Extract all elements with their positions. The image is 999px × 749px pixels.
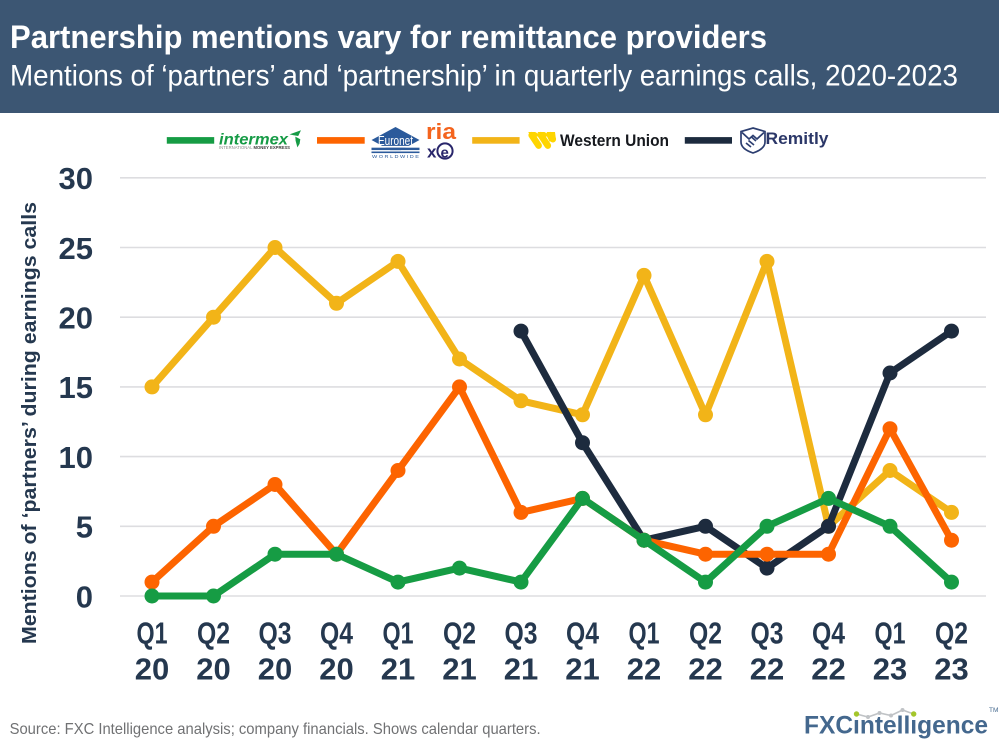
svg-text:Source: FXC Intelligence analy: Source: FXC Intelligence analysis; compa… (10, 721, 541, 738)
svg-text:23: 23 (873, 652, 907, 687)
svg-text:20: 20 (59, 301, 93, 336)
svg-text:21: 21 (442, 652, 476, 687)
svg-text:0: 0 (76, 579, 93, 614)
svg-text:22: 22 (688, 652, 722, 687)
svg-text:TM: TM (989, 707, 998, 714)
svg-text:Remitly: Remitly (766, 129, 830, 148)
svg-text:21: 21 (565, 652, 599, 687)
svg-text:Q4: Q4 (812, 616, 846, 651)
svg-text:22: 22 (811, 652, 845, 687)
svg-text:15: 15 (59, 370, 93, 405)
svg-text:25: 25 (59, 231, 93, 266)
svg-text:Q1: Q1 (629, 616, 660, 651)
svg-text:Q1: Q1 (383, 616, 414, 651)
svg-text:Q2: Q2 (197, 616, 230, 651)
svg-text:10: 10 (59, 440, 93, 475)
svg-text:21: 21 (381, 652, 415, 687)
svg-text:Q4: Q4 (320, 616, 354, 651)
svg-text:Q2: Q2 (443, 616, 476, 651)
svg-text:22: 22 (750, 652, 784, 687)
svg-text:5: 5 (76, 510, 93, 545)
svg-text:20: 20 (258, 652, 292, 687)
svg-text:Q2: Q2 (689, 616, 722, 651)
svg-text:Q3: Q3 (259, 616, 292, 651)
svg-text:Mentions of ‘partners’ during: Mentions of ‘partners’ during earnings c… (19, 202, 41, 644)
svg-text:INTERNATIONAL MONEY EXPRESS: INTERNATIONAL MONEY EXPRESS (219, 145, 290, 150)
svg-text:Western Union: Western Union (560, 131, 669, 150)
svg-text:Q1: Q1 (137, 616, 168, 651)
svg-text:23: 23 (934, 652, 968, 687)
svg-text:Q3: Q3 (751, 616, 784, 651)
svg-text:20: 20 (135, 652, 169, 687)
svg-text:Euronet: Euronet (378, 133, 413, 148)
svg-text:intermex: intermex (219, 132, 289, 149)
svg-text:FXCıntellıgence: FXCıntellıgence (804, 712, 988, 740)
svg-text:Mentions of ‘partners’ and ‘pa: Mentions of ‘partners’ and ‘partnership’… (10, 60, 958, 93)
svg-text:Q4: Q4 (566, 616, 600, 651)
svg-text:22: 22 (627, 652, 661, 687)
svg-text:30: 30 (59, 161, 93, 196)
svg-text:e: e (441, 144, 449, 161)
svg-text:x: x (427, 142, 437, 161)
svg-text:ria: ria (426, 119, 457, 144)
svg-text:Q3: Q3 (505, 616, 538, 651)
svg-text:Partnership mentions vary for: Partnership mentions vary for remittance… (10, 19, 767, 55)
svg-text:W O R L D W I D E: W O R L D W I D E (372, 154, 419, 159)
svg-text:21: 21 (504, 652, 538, 687)
svg-text:Q1: Q1 (875, 616, 906, 651)
svg-text:20: 20 (319, 652, 353, 687)
svg-text:Q2: Q2 (935, 616, 968, 651)
svg-text:20: 20 (196, 652, 230, 687)
